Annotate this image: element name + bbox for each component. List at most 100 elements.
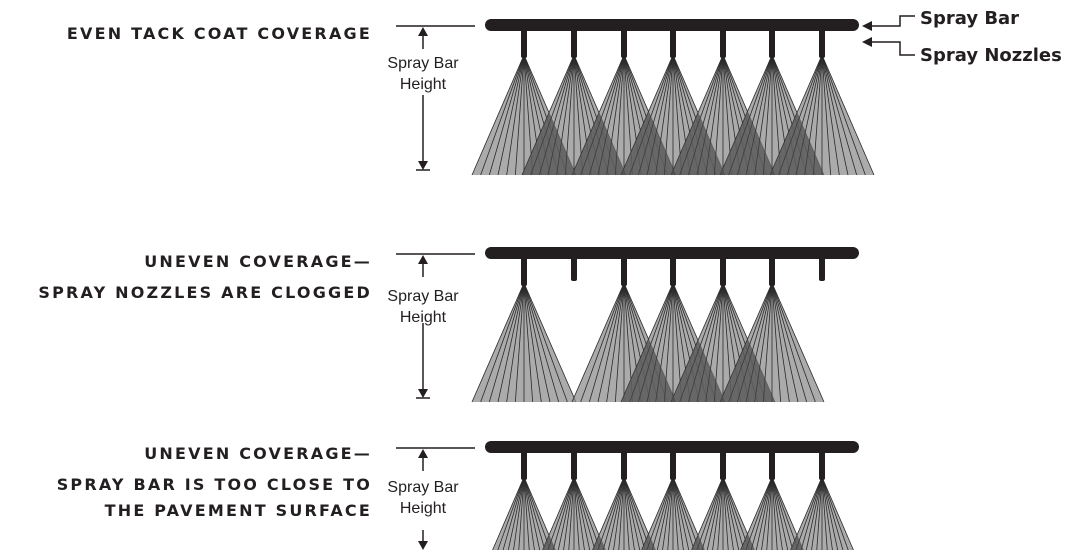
spray-line (523, 476, 551, 550)
spray-line (613, 476, 625, 550)
spray-line (573, 476, 585, 550)
spray-line (706, 476, 724, 550)
spray-nozzles (521, 450, 825, 480)
arrow-down-icon (418, 389, 428, 398)
spray-line (552, 476, 575, 550)
spray-line (800, 476, 823, 550)
spray-fan-lines (542, 476, 606, 550)
spray-nozzle (819, 28, 825, 58)
caption-line: EVEN TACK COAT COVERAGE (66, 24, 372, 43)
spray-line (523, 476, 530, 550)
spray-line (514, 54, 525, 176)
spray-line (523, 282, 560, 403)
height-dimension (396, 25, 475, 171)
spray-nozzles-leader (872, 41, 915, 56)
caption-line: SPRAY BAR IS TOO CLOSE TO (56, 475, 372, 494)
spray-line (571, 282, 625, 403)
height-dimension (396, 447, 475, 550)
spray-line (471, 282, 525, 403)
spray-line (557, 476, 575, 550)
spray-nozzle (621, 450, 627, 480)
overlap-zone (542, 535, 556, 550)
spray-line (523, 476, 541, 550)
spray-line (618, 476, 625, 550)
spray-nozzles (521, 256, 825, 286)
spray-line (821, 476, 828, 550)
spray-fan-lines (641, 476, 705, 550)
spray-line (771, 282, 825, 403)
spray-bar (485, 247, 859, 259)
spray-line (641, 476, 674, 550)
height-label-line1: Spray Bar (387, 479, 459, 496)
spray-bar-height-label: Spray Bar Height (378, 286, 468, 328)
spray-line (523, 282, 542, 403)
spray-line (480, 54, 525, 176)
spray-line (805, 476, 823, 550)
spray-bar-height-label: Spray Bar Height (378, 477, 468, 519)
spray-line (672, 476, 684, 550)
spray-line (816, 476, 823, 550)
callout-leaders (862, 15, 915, 56)
spray-line (606, 282, 625, 403)
overlap-zone (621, 339, 676, 402)
spray-line (623, 476, 651, 550)
spray-line (771, 282, 808, 403)
height-label-line2: Height (399, 500, 447, 517)
spray-nozzles (521, 28, 825, 58)
spray-line (821, 476, 839, 550)
spray-line (722, 476, 729, 550)
overlap-zone (592, 535, 606, 550)
overlap-zone (641, 533, 656, 550)
spray-line (547, 476, 575, 550)
spray-line (542, 476, 575, 550)
spray-fan-lines (740, 476, 804, 550)
arrow-up-icon (418, 27, 428, 36)
spray-bar (485, 19, 859, 31)
spray-line (514, 282, 525, 403)
overlap-zone (770, 112, 824, 175)
spray-line (701, 476, 724, 550)
spray-line (614, 282, 625, 403)
spray-fan-lines (492, 476, 556, 550)
spray-line (717, 476, 724, 550)
spray-line (623, 476, 656, 550)
panel-clogged-nozzles: UNEVEN COVERAGE— SPRAY NOZZLES ARE CLOGG… (0, 180, 1086, 410)
spray-nozzle (720, 256, 726, 286)
spray-nozzle (571, 450, 577, 480)
spray-line (821, 476, 844, 550)
spray-fan-lines (790, 476, 854, 550)
spray-line (672, 476, 695, 550)
spray-line (771, 476, 783, 550)
spray-line (506, 54, 525, 176)
spray-line (623, 476, 630, 550)
spray-line (722, 476, 734, 550)
spray-nozzle (521, 450, 527, 480)
spray-line (573, 476, 580, 550)
spray-line (518, 476, 525, 550)
clogged-nozzle (571, 256, 577, 281)
spray-nozzle (720, 28, 726, 58)
overlap-zone (522, 112, 576, 175)
spray-line (821, 54, 832, 176)
spray-line (492, 476, 525, 550)
spray-line (672, 476, 690, 550)
spray-line (740, 476, 773, 550)
spray-line (563, 476, 575, 550)
spray-line (745, 476, 773, 550)
spray-bar-leader (872, 15, 915, 27)
panel-caption: UNEVEN COVERAGE— SPRAY NOZZLES ARE CLOGG… (38, 250, 372, 304)
spray-diagram (396, 441, 859, 550)
spray-line (722, 476, 750, 550)
spray-line (771, 476, 804, 550)
spray-line (821, 476, 854, 550)
spray-line (771, 476, 789, 550)
caption-line: UNEVEN COVERAGE— (144, 444, 372, 463)
spray-line (821, 476, 849, 550)
spray-line (771, 476, 778, 550)
spray-nozzles-callout: Spray Nozzles (920, 45, 1062, 66)
overlap-zone (720, 111, 775, 175)
spray-bar-height-label: Spray Bar Height (378, 53, 468, 95)
spray-fan-lines (471, 282, 577, 403)
spray-line (722, 476, 745, 550)
spray-fan-lines (691, 476, 755, 550)
